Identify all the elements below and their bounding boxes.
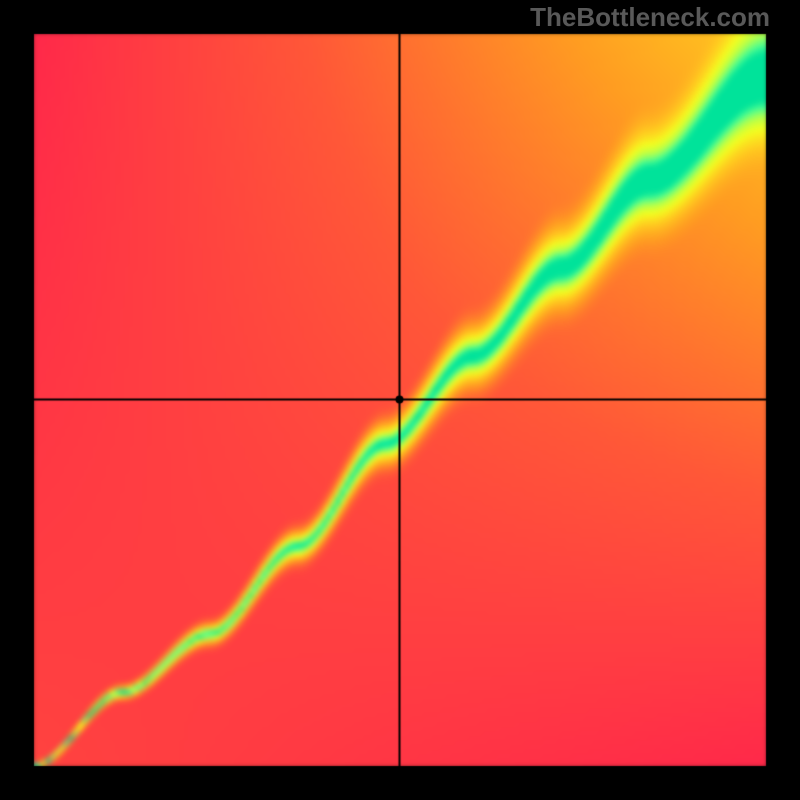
heatmap-chart xyxy=(0,0,800,800)
watermark-text: TheBottleneck.com xyxy=(530,2,770,33)
